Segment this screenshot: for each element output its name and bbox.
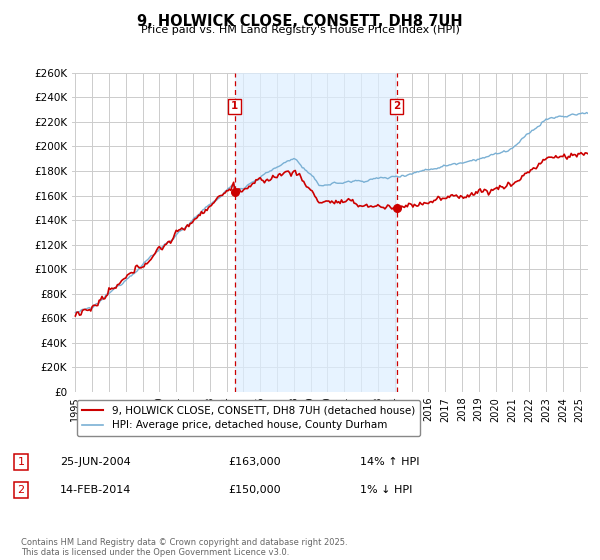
Text: 25-JUN-2004: 25-JUN-2004 <box>60 457 131 467</box>
Text: 2: 2 <box>393 101 400 111</box>
Text: £163,000: £163,000 <box>228 457 281 467</box>
Text: Contains HM Land Registry data © Crown copyright and database right 2025.
This d: Contains HM Land Registry data © Crown c… <box>21 538 347 557</box>
Text: 9, HOLWICK CLOSE, CONSETT, DH8 7UH: 9, HOLWICK CLOSE, CONSETT, DH8 7UH <box>137 14 463 29</box>
Text: 1% ↓ HPI: 1% ↓ HPI <box>360 485 412 495</box>
Text: 1: 1 <box>17 457 25 467</box>
Text: £150,000: £150,000 <box>228 485 281 495</box>
Text: 14-FEB-2014: 14-FEB-2014 <box>60 485 131 495</box>
Text: Price paid vs. HM Land Registry's House Price Index (HPI): Price paid vs. HM Land Registry's House … <box>140 25 460 35</box>
Text: 2: 2 <box>17 485 25 495</box>
Legend: 9, HOLWICK CLOSE, CONSETT, DH8 7UH (detached house), HPI: Average price, detache: 9, HOLWICK CLOSE, CONSETT, DH8 7UH (deta… <box>77 400 420 436</box>
Bar <box>235 73 397 392</box>
Text: 1: 1 <box>231 101 238 111</box>
Text: 14% ↑ HPI: 14% ↑ HPI <box>360 457 419 467</box>
